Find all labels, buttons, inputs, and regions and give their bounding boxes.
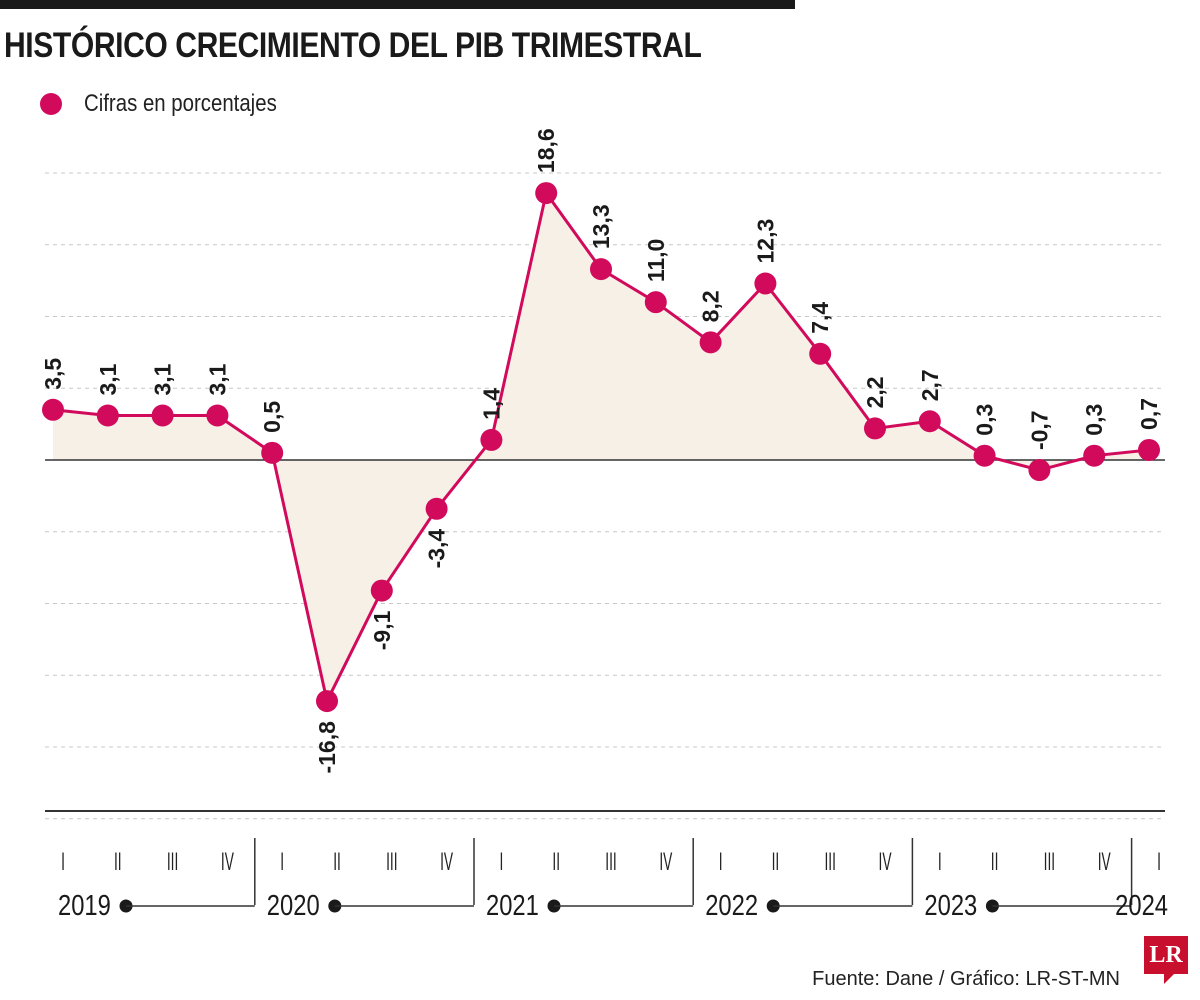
data-label: 12,3 [752, 219, 778, 264]
lr-logo: LR [1144, 936, 1188, 984]
data-point [370, 579, 393, 602]
data-label: 8,2 [698, 290, 724, 322]
quarter-label: IV [659, 849, 672, 876]
quarter-label: III [167, 849, 178, 876]
quarter-label: II [333, 849, 341, 876]
data-point [864, 417, 886, 440]
data-point [206, 404, 229, 427]
data-point [809, 342, 832, 365]
data-label: 3,1 [150, 363, 176, 395]
quarter-label: I [719, 849, 723, 876]
year-label: 2020 [267, 889, 320, 922]
data-point [754, 272, 777, 295]
top-rule [0, 0, 795, 9]
data-label: 3,1 [204, 363, 230, 395]
data-label: 3,1 [95, 363, 121, 395]
data-label: 13,3 [588, 204, 614, 249]
data-point [535, 182, 558, 205]
data-label: 7,4 [807, 302, 833, 334]
data-label: 1,4 [478, 388, 504, 420]
quarter-label: II [991, 849, 999, 876]
quarter-label: I [1157, 849, 1161, 876]
legend: Cifras en porcentajes [40, 90, 311, 118]
quarter-label: IV [1098, 849, 1111, 876]
year-label: 2019 [58, 889, 111, 922]
data-label: 0,3 [1081, 404, 1107, 436]
data-point [96, 404, 119, 427]
quarter-label: II [114, 849, 122, 876]
data-point [590, 258, 612, 281]
data-label: 0,7 [1136, 398, 1162, 430]
data-label: 3,5 [40, 358, 66, 390]
quarter-label: II [772, 849, 780, 876]
data-label: 2,7 [917, 369, 943, 401]
data-point [151, 404, 174, 427]
quarter-label: I [499, 849, 503, 876]
quarter-label: III [386, 849, 397, 876]
year-label: 2024 [1115, 889, 1168, 922]
data-point [699, 331, 722, 354]
year-label: 2023 [924, 889, 977, 922]
legend-marker [40, 93, 62, 115]
data-point [644, 291, 667, 314]
data-label: 11,0 [643, 239, 669, 283]
legend-label: Cifras en porcentajes [84, 90, 277, 117]
quarter-label: II [552, 849, 560, 876]
chart-title: HISTÓRICO CRECIMIENTO DEL PIB TRIMESTRAL [4, 26, 702, 65]
source-note: Fuente: Dane / Gráfico: LR-ST-MN [812, 968, 1120, 990]
quarter-label: III [605, 849, 616, 876]
quarter-label: I [61, 849, 65, 876]
data-label: 0,3 [972, 404, 998, 436]
data-point [1083, 444, 1106, 467]
data-point [1028, 459, 1051, 482]
data-label: -3,4 [424, 529, 450, 569]
data-label: -9,1 [369, 610, 395, 650]
data-point [480, 428, 503, 451]
quarter-label: IV [221, 849, 234, 876]
quarter-label: IV [879, 849, 892, 876]
data-label: 0,5 [259, 401, 285, 433]
data-label: 18,6 [533, 128, 559, 173]
data-label: -0,7 [1026, 410, 1052, 450]
quarter-label: III [824, 849, 835, 876]
quarter-label: IV [440, 849, 453, 876]
data-label: -16,8 [314, 721, 340, 774]
quarter-label: I [938, 849, 942, 876]
data-point [42, 398, 64, 421]
data-point [973, 444, 996, 467]
data-label: 2,2 [862, 376, 888, 408]
year-label: 2022 [705, 889, 758, 922]
data-point [1138, 438, 1160, 461]
quarter-label: III [1044, 849, 1055, 876]
data-point [918, 410, 941, 433]
area-fill [53, 193, 1149, 702]
data-point [316, 690, 338, 713]
data-point [425, 497, 448, 520]
data-point [261, 441, 284, 464]
quarter-label: I [280, 849, 284, 876]
year-label: 2021 [486, 889, 539, 922]
